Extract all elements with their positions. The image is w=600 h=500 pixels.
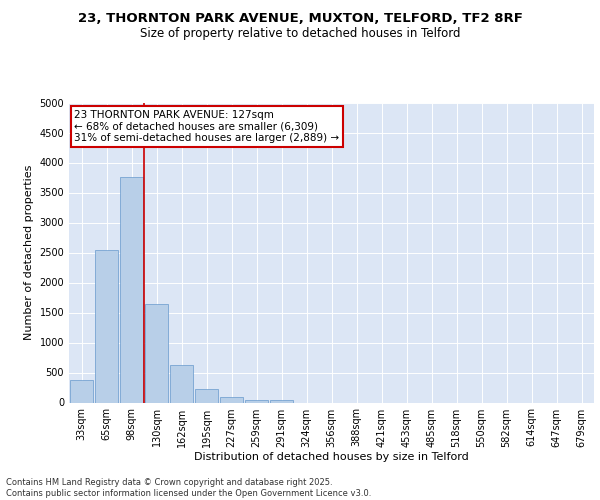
Bar xyxy=(269,400,293,402)
X-axis label: Distribution of detached houses by size in Telford: Distribution of detached houses by size … xyxy=(194,452,469,462)
Y-axis label: Number of detached properties: Number of detached properties xyxy=(24,165,34,340)
Bar xyxy=(70,380,94,402)
Bar xyxy=(119,177,143,402)
Bar xyxy=(95,250,118,402)
Text: Contains HM Land Registry data © Crown copyright and database right 2025.
Contai: Contains HM Land Registry data © Crown c… xyxy=(6,478,371,498)
Text: Size of property relative to detached houses in Telford: Size of property relative to detached ho… xyxy=(140,28,460,40)
Text: 23 THORNTON PARK AVENUE: 127sqm
← 68% of detached houses are smaller (6,309)
31%: 23 THORNTON PARK AVENUE: 127sqm ← 68% of… xyxy=(74,110,340,143)
Bar xyxy=(194,388,218,402)
Bar xyxy=(170,366,193,403)
Bar xyxy=(245,400,268,402)
Bar xyxy=(220,397,244,402)
Text: 23, THORNTON PARK AVENUE, MUXTON, TELFORD, TF2 8RF: 23, THORNTON PARK AVENUE, MUXTON, TELFOR… xyxy=(77,12,523,26)
Bar xyxy=(145,304,169,402)
